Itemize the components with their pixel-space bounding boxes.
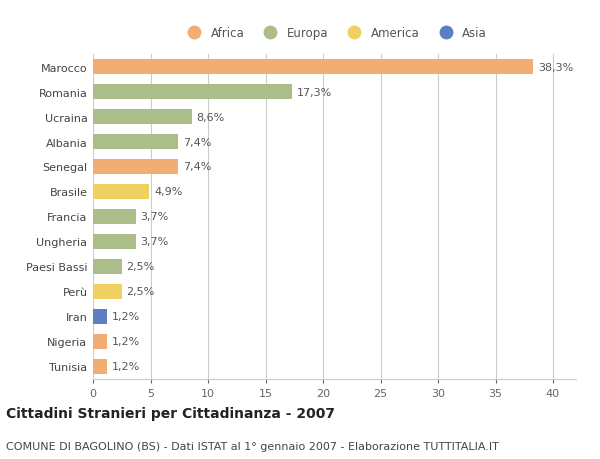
Bar (93, 60, 533, 75)
Text: 1,2%: 1,2% (112, 361, 140, 371)
Text: 8,6%: 8,6% (197, 112, 225, 122)
Text: 3,7%: 3,7% (140, 212, 169, 222)
Bar (93, 284, 122, 299)
Bar (93, 234, 136, 249)
Text: 3,7%: 3,7% (140, 237, 169, 247)
Text: 17,3%: 17,3% (296, 87, 332, 97)
Text: Cittadini Stranieri per Cittadinanza - 2007: Cittadini Stranieri per Cittadinanza - 2… (6, 406, 335, 420)
Bar (93, 209, 136, 224)
Bar (93, 85, 292, 100)
Bar (93, 135, 178, 150)
Bar (93, 160, 178, 174)
Legend: Africa, Europa, America, Asia: Africa, Europa, America, Asia (178, 22, 491, 45)
Text: 4,9%: 4,9% (154, 187, 182, 197)
Bar (93, 359, 107, 374)
Text: 7,4%: 7,4% (182, 162, 211, 172)
Text: COMUNE DI BAGOLINO (BS) - Dati ISTAT al 1° gennaio 2007 - Elaborazione TUTTITALI: COMUNE DI BAGOLINO (BS) - Dati ISTAT al … (6, 441, 499, 451)
Text: 7,4%: 7,4% (182, 137, 211, 147)
Text: 1,2%: 1,2% (112, 312, 140, 321)
Bar (93, 185, 149, 200)
Bar (93, 334, 107, 349)
Text: 2,5%: 2,5% (127, 262, 155, 272)
Bar (93, 309, 107, 324)
Text: 38,3%: 38,3% (538, 62, 574, 73)
Text: 2,5%: 2,5% (127, 286, 155, 297)
Bar (93, 259, 122, 274)
Text: 1,2%: 1,2% (112, 336, 140, 347)
Bar (93, 110, 192, 125)
